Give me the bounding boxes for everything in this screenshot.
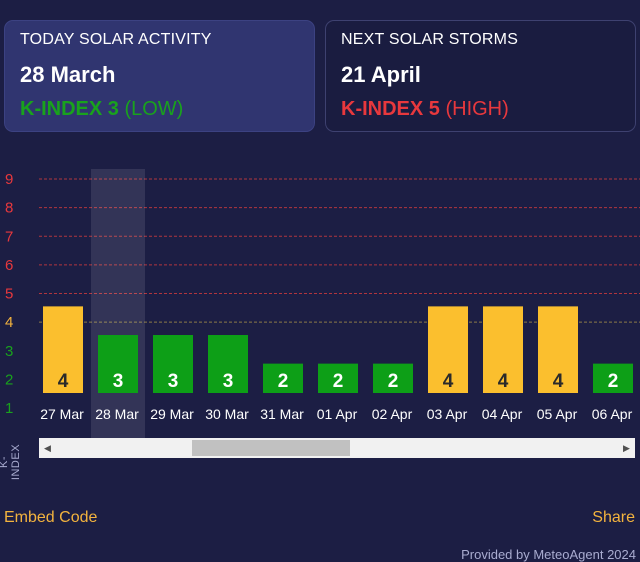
chart-scrollbar[interactable]: ◀ ▶	[39, 438, 635, 458]
bar-value-label-0: 4	[58, 371, 69, 392]
y-tick-label-3: 3	[5, 343, 13, 360]
y-axis-labels: 1 2 3 4 5 6 7 8 9	[5, 171, 13, 417]
x-tick-label-5: 01 Apr	[317, 406, 358, 422]
next-k-index-value: K-INDEX 5	[341, 98, 440, 120]
highlight-column-1	[91, 169, 145, 438]
y-tick-label-5: 5	[5, 286, 13, 303]
provided-by-credit: Provided by MeteoAgent 2024	[461, 547, 636, 562]
embed-code-link[interactable]: Embed Code	[4, 509, 98, 526]
bar-6[interactable]	[373, 363, 413, 393]
next-storm-date: 21 April	[341, 62, 421, 87]
bar-9[interactable]	[538, 306, 578, 393]
bar-value-label-1: 3	[113, 371, 124, 392]
bar-1[interactable]	[98, 335, 138, 393]
next-storms-label: NEXT SOLAR STORMS	[341, 31, 519, 48]
bar-value-label-3: 3	[223, 371, 234, 392]
bar-0[interactable]	[43, 306, 83, 393]
x-tick-label-3: 30 Mar	[205, 406, 249, 422]
x-tick-label-8: 04 Apr	[482, 406, 523, 422]
k-index-chart[interactable]: 1 2 3 4 5 6 7 8 9 4 3 3 3 2 2 2 4 4 4 2 27 Mar 28 Mar 29 Mar…	[0, 160, 640, 438]
today-k-index-value: K-INDEX 3	[20, 98, 119, 120]
share-link[interactable]: Share	[592, 509, 635, 526]
x-axis-labels: 27 Mar 28 Mar 29 Mar 30 Mar 31 Mar 01 Apr 02 A…	[40, 406, 632, 422]
next-k-index-level: (HIGH)	[445, 98, 509, 120]
today-activity-card: TODAY SOLAR ACTIVITY 28 March K-INDEX 3 …	[4, 20, 315, 132]
bar-value-label-6: 2	[388, 371, 399, 392]
bars: 4 3 3 3 2 2 2 4 4 4 2	[43, 306, 633, 393]
bar-4[interactable]	[263, 363, 303, 393]
bar-value-label-10: 2	[608, 371, 619, 392]
bar-value-label-8: 4	[498, 371, 509, 392]
y-axis-title: K-INDEX	[0, 443, 22, 481]
highlight-column	[91, 169, 145, 438]
next-k-index: K-INDEX 5 (HIGH)	[341, 98, 620, 121]
today-date: 28 March	[20, 62, 116, 87]
y-tick-label-1: 1	[5, 400, 13, 417]
x-tick-label-0: 27 Mar	[40, 406, 84, 422]
x-tick-label-4: 31 Mar	[260, 406, 304, 422]
x-tick-label-10: 06 Apr	[592, 406, 633, 422]
bar-7[interactable]	[428, 306, 468, 393]
bar-value-label-4: 2	[278, 371, 289, 392]
bar-10[interactable]	[593, 363, 633, 393]
x-tick-label-7: 03 Apr	[427, 406, 468, 422]
scroll-right-icon[interactable]: ▶	[623, 443, 630, 453]
today-k-index-level: (LOW)	[124, 98, 184, 120]
scroll-thumb[interactable]	[192, 440, 350, 456]
x-tick-label-6: 02 Apr	[372, 406, 413, 422]
x-tick-label-2: 29 Mar	[150, 406, 194, 422]
y-tick-label-7: 7	[5, 228, 13, 245]
y-tick-label-8: 8	[5, 200, 13, 217]
bar-value-label-9: 4	[553, 371, 564, 392]
x-tick-label-9: 05 Apr	[537, 406, 578, 422]
bar-value-label-5: 2	[333, 371, 344, 392]
scroll-left-icon[interactable]: ◀	[44, 443, 51, 453]
y-tick-label-2: 2	[5, 371, 13, 388]
y-tick-label-9: 9	[5, 171, 13, 188]
bar-3[interactable]	[208, 335, 248, 393]
bar-8[interactable]	[483, 306, 523, 393]
bar-5[interactable]	[318, 363, 358, 393]
bar-value-label-7: 4	[443, 371, 454, 392]
next-storms-card: NEXT SOLAR STORMS 21 April K-INDEX 5 (HI…	[325, 20, 636, 132]
today-activity-label: TODAY SOLAR ACTIVITY	[20, 31, 212, 48]
y-tick-label-4: 4	[5, 314, 13, 331]
today-k-index: K-INDEX 3 (LOW)	[20, 98, 299, 121]
y-tick-label-6: 6	[5, 257, 13, 274]
x-tick-label-1: 28 Mar	[95, 406, 139, 422]
bar-2[interactable]	[153, 335, 193, 393]
bar-value-label-2: 3	[168, 371, 179, 392]
